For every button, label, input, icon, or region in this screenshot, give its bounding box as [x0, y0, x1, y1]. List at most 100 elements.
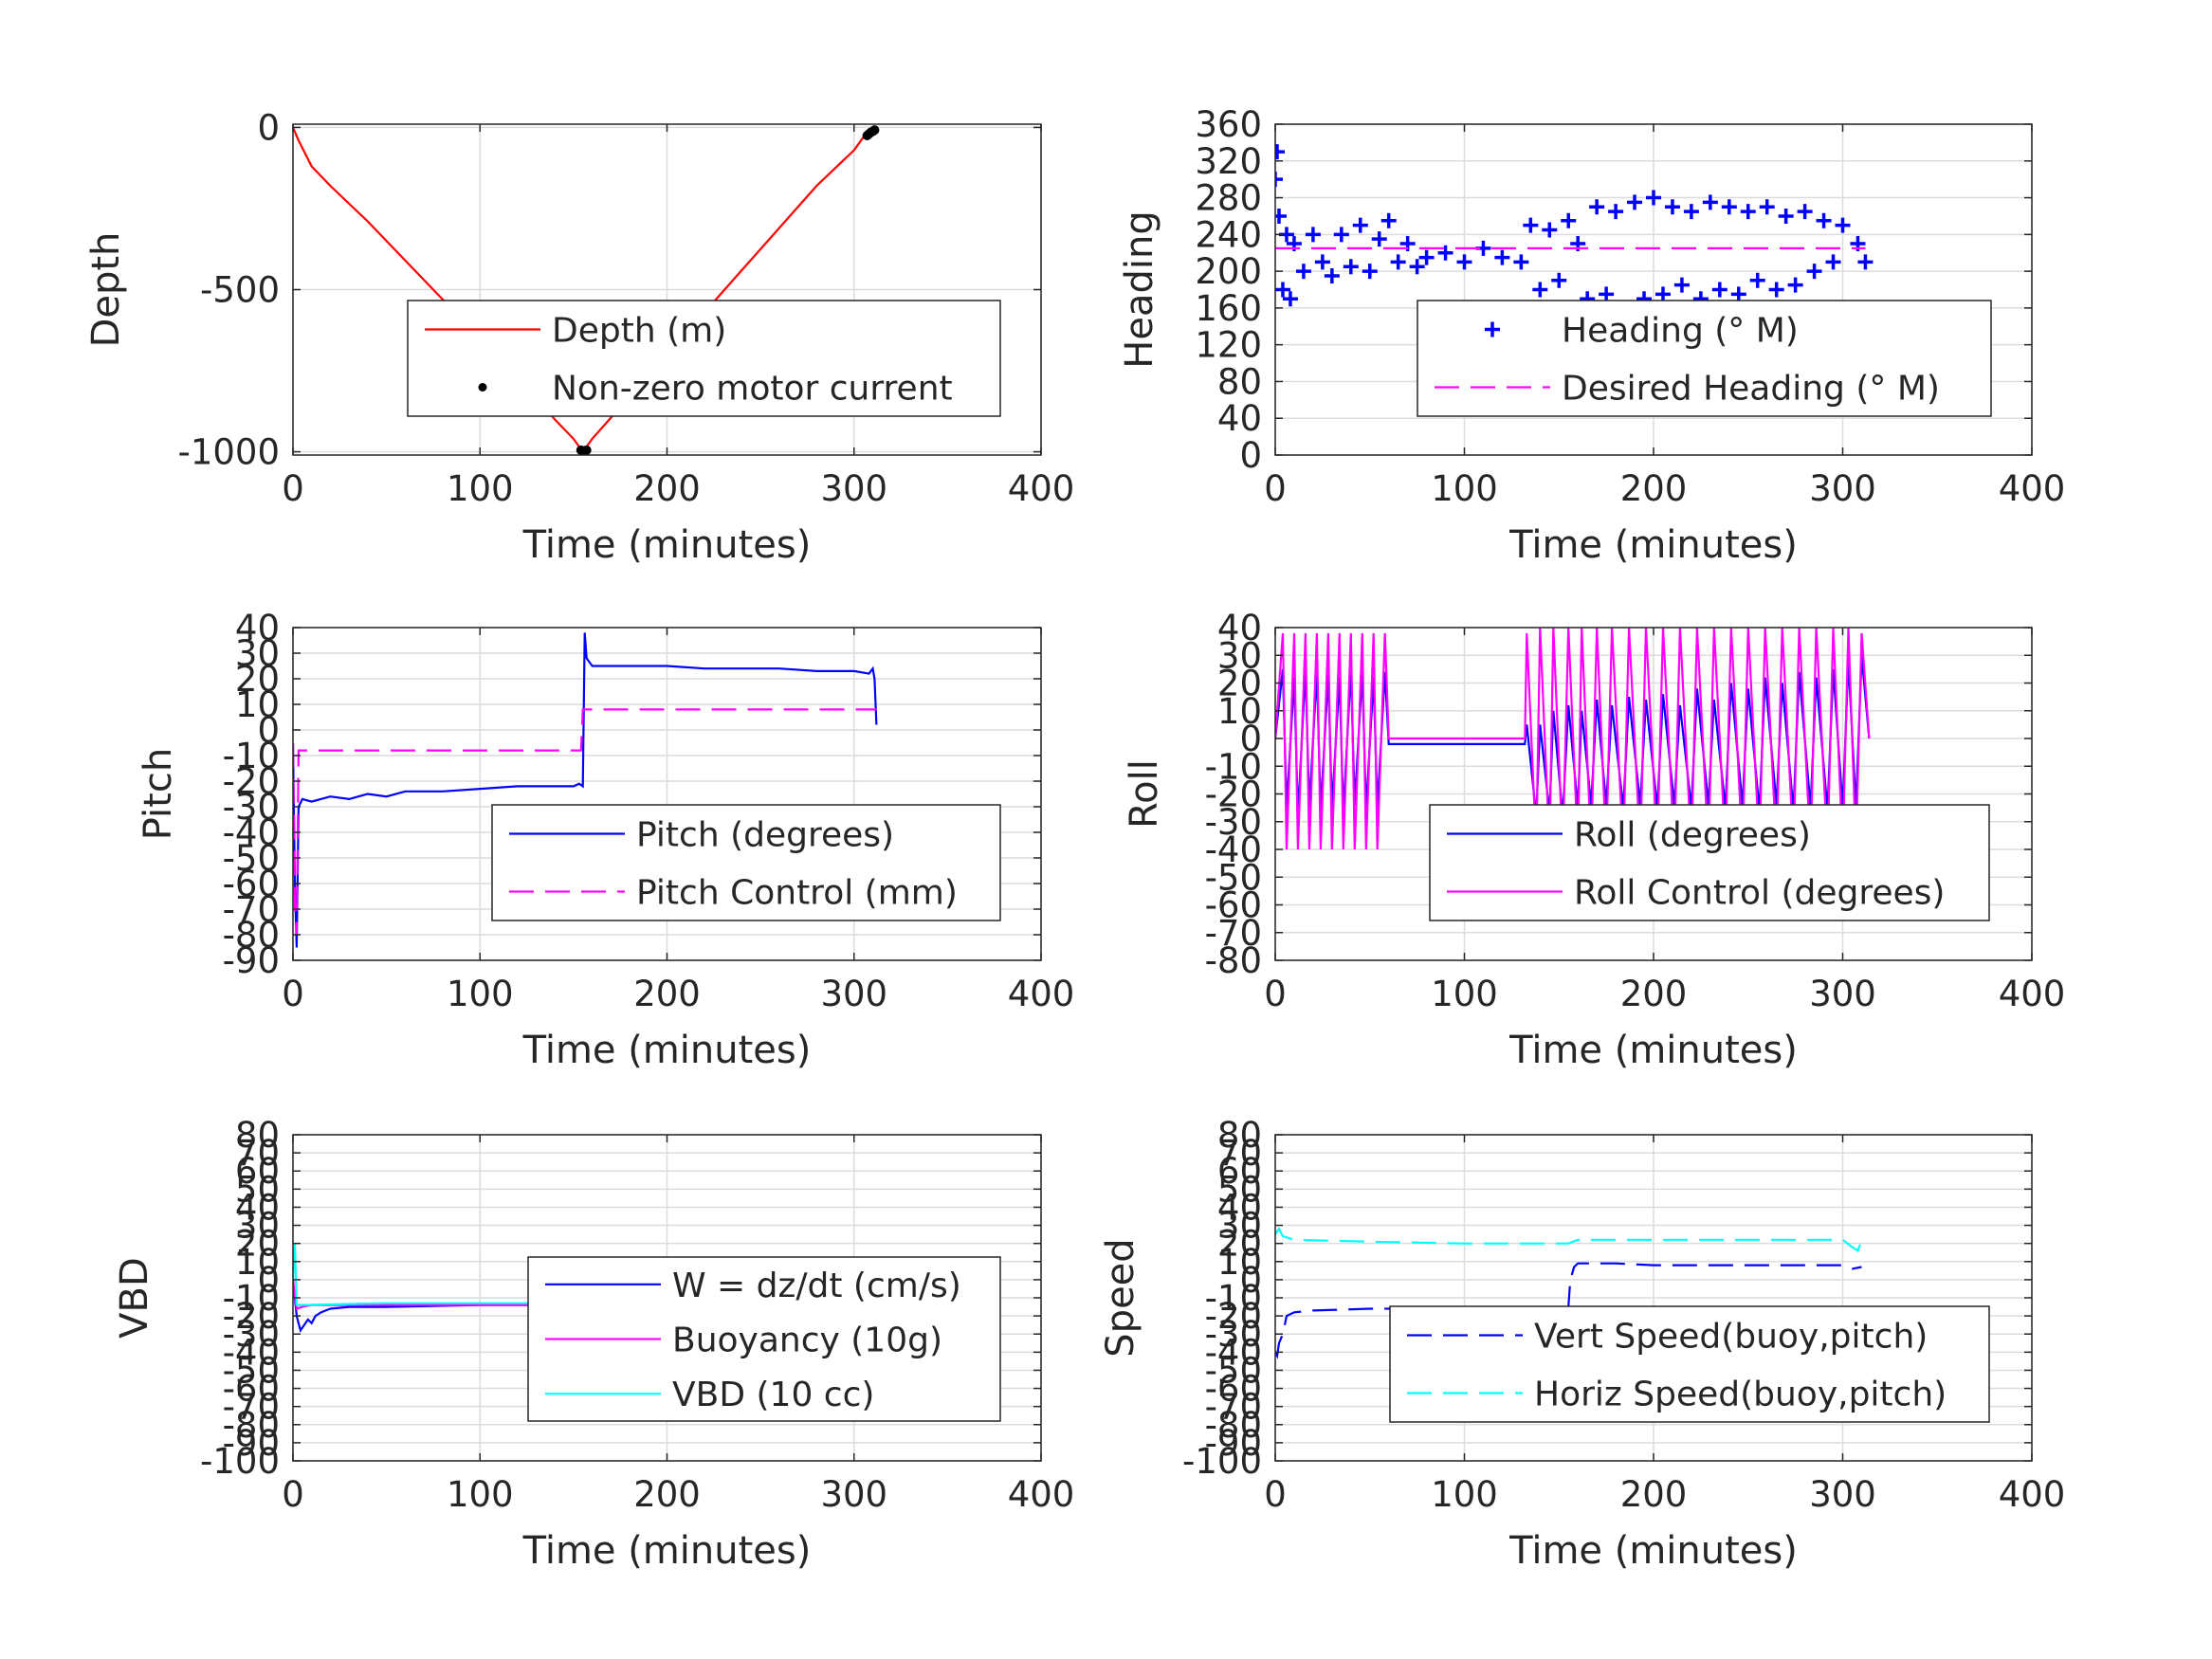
y-tick-label: 60 — [235, 1151, 280, 1192]
y-tick-label: 10 — [1217, 1242, 1262, 1283]
plot-area-speed — [1275, 1227, 1863, 1359]
y-axis-label: Speed — [1099, 1238, 1143, 1357]
y-tick-label: -80 — [223, 915, 280, 956]
series-pitch-0-line — [293, 632, 878, 948]
series-heading-0-point — [1835, 217, 1851, 233]
x-tick-label: 100 — [1431, 974, 1498, 1014]
y-tick-label: 280 — [1195, 178, 1262, 219]
series-heading-0-point — [1857, 254, 1874, 270]
x-tick-label: 0 — [1264, 974, 1287, 1014]
y-tick-label: -50 — [1205, 1350, 1262, 1391]
y-tick-label: -50 — [223, 1350, 280, 1391]
x-tick-label: 300 — [820, 1474, 887, 1515]
y-tick-label: -30 — [1205, 802, 1262, 843]
y-tick-label: 320 — [1195, 141, 1262, 182]
series-heading-0-point — [1437, 245, 1453, 261]
series-heading-0-point — [1371, 231, 1387, 247]
legend-roll: Roll (degrees) Roll Control (degrees) — [1429, 804, 1990, 921]
plot-area-pitch — [293, 632, 878, 948]
legend-label: Vert Speed(buoy,pitch) — [1534, 1318, 1928, 1357]
panel-vbd: 0 100 200 300 400-100-90-80-70-60-50-40-30-2… — [113, 1115, 1074, 1573]
legend-box — [1389, 1305, 1990, 1423]
x-axis-label: Time (minutes) — [1508, 1529, 1798, 1573]
series-heading-0-point — [1390, 254, 1406, 270]
y-tick-label: -10 — [223, 736, 280, 776]
x-tick-label: 0 — [282, 974, 304, 1014]
y-tick-label: 50 — [1217, 1169, 1262, 1210]
y-tick-label: 0 — [1239, 435, 1262, 476]
series-heading-0-point — [1730, 286, 1746, 302]
series-heading-0-point — [1816, 212, 1832, 228]
y-axis-label: Pitch — [137, 748, 180, 840]
x-tick-label: 100 — [447, 974, 514, 1014]
series-heading-0-point — [1343, 259, 1359, 275]
y-tick-label: 60 — [1217, 1151, 1262, 1192]
series-depth-1-point — [581, 445, 592, 455]
series-heading-0-point — [1314, 254, 1330, 270]
series-heading-0-point — [1683, 204, 1699, 220]
series-pitch-1-line — [293, 708, 877, 936]
x-axis-label: Time (minutes) — [522, 1029, 812, 1072]
y-tick-label: -90 — [223, 940, 280, 981]
y-tick-label: -20 — [1205, 1296, 1262, 1337]
y-tick-label: 30 — [235, 633, 280, 674]
x-tick-label: 100 — [447, 468, 514, 509]
series-heading-0-point — [1664, 199, 1680, 215]
series-heading-0-point — [1333, 227, 1349, 243]
y-tick-label: 0 — [257, 1260, 280, 1301]
series-depth-1-point — [869, 125, 880, 136]
y-tick-label: -20 — [223, 761, 280, 802]
panel-depth: 0 100 200 300 400 -1000 -500 0 Time (minutes) Dep… — [84, 107, 1074, 567]
y-tick-label: -10 — [1205, 746, 1262, 787]
y-tick-label: -40 — [223, 1332, 280, 1373]
x-tick-label: 200 — [633, 974, 701, 1014]
y-tick-label: 10 — [235, 684, 280, 725]
y-tick-label: 30 — [235, 1206, 280, 1247]
legend-vbd: W = dz/dt (cm/s) Buoyancy (10g) VBD (10 cc… — [527, 1256, 1001, 1422]
y-axis-label: Depth — [84, 232, 128, 348]
legend-label: Depth (m) — [552, 312, 726, 351]
x-tick-label: 300 — [820, 974, 887, 1014]
panel-roll: 0 100 200 300 400-80-70-60-50-40-30-20-10010… — [1123, 608, 2065, 1072]
y-tick-label: -50 — [1205, 857, 1262, 898]
series-heading-0-point — [1768, 282, 1784, 298]
y-tick-label: 40 — [1217, 1187, 1262, 1228]
legend-box — [407, 300, 1001, 417]
y-tick-label: -10 — [1205, 1278, 1262, 1319]
legend-label: Buoyancy (10g) — [672, 1322, 942, 1360]
panel-heading: 0 100 200 300 40004080120160200240280320360T… — [1118, 104, 2065, 567]
legend-pitch: Pitch (degrees) Pitch Control (mm) — [491, 804, 1001, 921]
y-tick-label: 70 — [1217, 1133, 1262, 1174]
y-tick-label: 20 — [1217, 664, 1262, 704]
series-heading-0-point — [1362, 264, 1378, 280]
y-tick-label: -40 — [1205, 830, 1262, 870]
y-tick-label: -60 — [1205, 885, 1262, 926]
x-tick-label: 400 — [1999, 468, 2066, 509]
series-heading-0-point — [1380, 212, 1397, 228]
y-tick-label: -70 — [1205, 913, 1262, 954]
series-heading-0-point — [1295, 264, 1311, 280]
legend-label: W = dz/dt (cm/s) — [672, 1267, 961, 1305]
y-tick-label: -80 — [1205, 940, 1262, 981]
x-axis-label: Time (minutes) — [522, 1529, 812, 1573]
y-tick-label: 20 — [1217, 1224, 1262, 1265]
x-axis-label: Time (minutes) — [522, 523, 812, 567]
legend-box — [1417, 300, 1992, 417]
series-speed-1-line — [1275, 1227, 1863, 1252]
y-tick-label: -70 — [1205, 1387, 1262, 1428]
y-tick-label: 20 — [235, 1224, 280, 1265]
y-tick-label: -90 — [223, 1423, 280, 1464]
x-tick-label: 300 — [820, 468, 887, 509]
y-tick-label: 40 — [235, 608, 280, 648]
plot-area-depth — [293, 125, 880, 455]
y-tick-label: 40 — [1217, 398, 1262, 439]
y-tick-label: -1000 — [177, 432, 280, 473]
y-tick-label: -70 — [223, 889, 280, 930]
legend-heading: Heading (° M) Desired Heading (° M) — [1417, 300, 1992, 417]
x-tick-label: 100 — [1431, 1474, 1498, 1515]
x-tick-label: 0 — [1264, 468, 1287, 509]
legend-swatch — [1485, 321, 1500, 337]
y-tick-label: -30 — [223, 787, 280, 828]
x-tick-label: 0 — [282, 468, 304, 509]
y-tick-label: 20 — [235, 659, 280, 700]
